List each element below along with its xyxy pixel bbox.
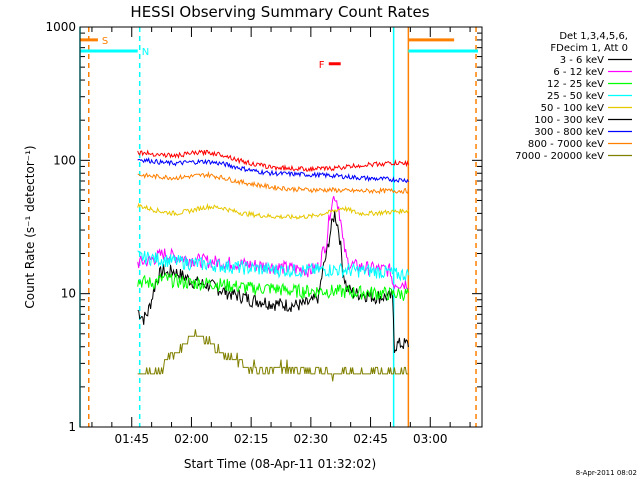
series-line — [137, 149, 409, 173]
legend-entry: 7000 - 20000 keV — [515, 151, 604, 162]
chart-title: HESSI Observing Summary Count Rates — [130, 3, 429, 21]
legend-entry: 100 - 300 keV — [534, 115, 604, 126]
legend-entry: 12 - 25 keV — [547, 79, 604, 90]
x-tick-label: 02:30 — [294, 432, 329, 446]
flags-layer: S N F — [80, 36, 479, 71]
y-tick-label: 1000 — [45, 20, 76, 34]
plot-frame — [79, 26, 483, 428]
legend-entry: 800 - 7000 keV — [528, 139, 604, 150]
series-line — [137, 329, 409, 382]
flag-label: N — [142, 47, 149, 58]
footer-date: 8-Apr-2011 08:02 — [576, 469, 637, 477]
series-line — [137, 250, 409, 282]
x-tick-label: 02:15 — [234, 432, 269, 446]
legend-entry: 300 - 800 keV — [534, 127, 604, 138]
y-tick-label: 100 — [53, 153, 76, 167]
legend-header: FDecim 1, Att 0 — [550, 43, 628, 54]
x-tick-label: 01:45 — [114, 432, 149, 446]
x-axis-title: Start Time (08-Apr-11 01:32:02) — [184, 457, 376, 471]
series-layer — [137, 149, 409, 382]
series-line — [137, 210, 409, 353]
series-line — [137, 202, 409, 220]
legend-entry: 25 - 50 keV — [547, 91, 604, 102]
y-axis-title: Count Rate (s⁻¹ detector⁻¹) — [23, 145, 37, 308]
series-line — [137, 171, 409, 195]
legend-entry: 3 - 6 keV — [560, 55, 604, 66]
x-tick-labels: 01:45 02:00 02:15 02:30 02:45 03:00 — [114, 432, 447, 446]
y-tick-labels: 1 10 100 1000 — [45, 20, 76, 434]
flag-label: S — [102, 36, 108, 47]
x-tick-label: 03:00 — [413, 432, 448, 446]
legend-header: Det 1,3,4,5,6, — [559, 31, 628, 42]
series-line — [137, 156, 409, 184]
axis-ticks — [80, 27, 482, 428]
legend-entry: 6 - 12 keV — [553, 67, 604, 78]
flag-label: F — [319, 60, 325, 71]
y-tick-label: 1 — [68, 420, 76, 434]
y-tick-label: 10 — [61, 287, 76, 301]
legend: Det 1,3,4,5,6,FDecim 1, Att 03 - 6 keV6 … — [515, 31, 632, 162]
x-tick-label: 02:00 — [174, 432, 209, 446]
x-tick-label: 02:45 — [353, 432, 388, 446]
series-line — [137, 272, 409, 301]
legend-entry: 50 - 100 keV — [541, 103, 605, 114]
